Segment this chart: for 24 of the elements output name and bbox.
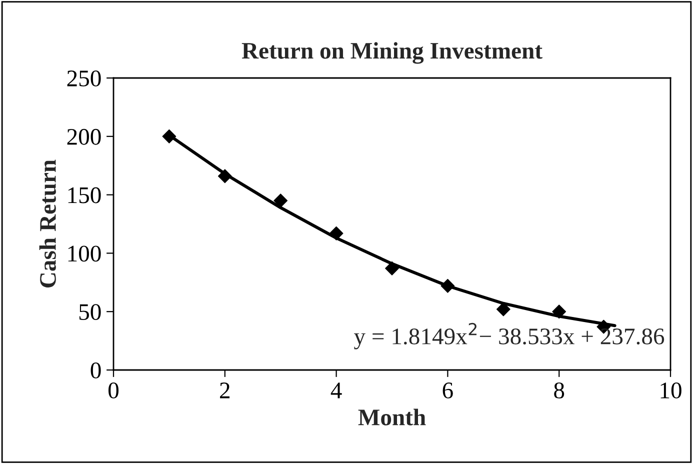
point xyxy=(496,302,510,316)
chart-title: Return on Mining Investment xyxy=(242,42,542,64)
y-tick-label: 250 xyxy=(67,70,101,86)
y-axis-title: Cash Return xyxy=(39,160,56,288)
point xyxy=(440,278,455,293)
x-tick-label: 2 xyxy=(220,382,230,398)
point xyxy=(218,169,232,184)
point xyxy=(274,194,288,208)
x-tick-label: 0 xyxy=(108,382,119,398)
annotation: y = 1.8149x$^{2}$− 38.533x + 237.86 xyxy=(354,322,664,350)
y-tick-label: 50 xyxy=(79,304,101,320)
x-tick-label: 10 xyxy=(660,382,682,398)
y-tick-label: 200 xyxy=(67,128,101,145)
y-tick-label: 100 xyxy=(68,246,101,262)
x-tick-label: 8 xyxy=(554,382,564,398)
y-tick-label: 0 xyxy=(90,362,101,378)
x-axis-title: Month xyxy=(358,408,426,426)
x-tick-label: 4 xyxy=(330,382,342,398)
x-tick-label: 6 xyxy=(442,382,453,398)
point xyxy=(385,261,399,276)
point xyxy=(552,304,566,319)
point xyxy=(329,226,344,240)
y-tick-label: 150 xyxy=(68,187,101,204)
point xyxy=(162,129,176,144)
